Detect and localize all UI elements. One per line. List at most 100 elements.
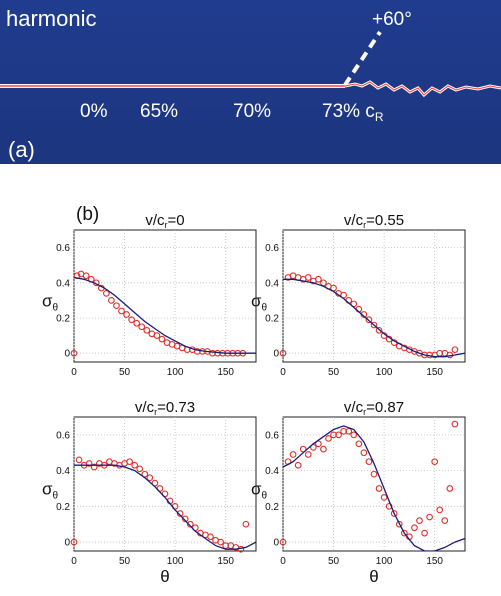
subplot-0: 0 50 100 150 0 0.2 0.4 0.6 v/cr=0 σθ — [42, 212, 257, 378]
y-tick-label: 0.6 — [56, 243, 70, 254]
subplot-title-base: v/c — [344, 399, 364, 416]
data-point — [176, 510, 184, 517]
subplot-frame — [282, 416, 466, 552]
panel-b-label: (b) — [76, 204, 99, 225]
subplot-title: v/cr=0.55 — [344, 212, 404, 230]
subplot-title-sub: r — [363, 220, 366, 230]
subplot-frame — [282, 229, 466, 363]
y-tick-label: 0 — [273, 349, 279, 360]
subplot-title-base: v/c — [344, 212, 364, 229]
y-tick-label: 0.4 — [265, 278, 279, 289]
y-tick-label: 0.6 — [265, 243, 279, 254]
data-point — [207, 533, 214, 541]
subplot-frame — [73, 416, 257, 552]
data-point — [113, 302, 120, 310]
y-tick-label: 0.2 — [56, 314, 70, 325]
y-axis-label-sub: θ — [52, 303, 58, 314]
y-tick-label: 0 — [64, 538, 70, 549]
data-point — [315, 275, 322, 283]
y-axis-label-base: σ — [251, 480, 262, 499]
data-point — [411, 524, 418, 532]
y-axis-label-base: σ — [251, 292, 262, 311]
y-tick-label: 0.6 — [56, 430, 70, 441]
data-point — [320, 445, 327, 453]
angle-label: +60° — [372, 9, 412, 30]
data-point — [304, 274, 312, 281]
x-tick-label: 50 — [328, 367, 340, 378]
data-point — [143, 326, 151, 334]
y-tick-label: 0.4 — [56, 278, 70, 289]
speed-label-73: 73% cR — [322, 101, 384, 124]
subplot-title-rest: =0 — [168, 212, 185, 229]
subplot-title-rest: =0.73 — [157, 399, 195, 416]
data-point — [82, 272, 90, 280]
x-tick-label: 0 — [71, 367, 77, 378]
data-point — [416, 517, 423, 524]
data-point — [138, 323, 146, 331]
x-tick-label: 50 — [328, 556, 340, 567]
data-point — [400, 529, 408, 537]
panel-a-image: harmonic +60° 0% 65% 70% 73% cR (a) — [0, 0, 501, 164]
y-axis-label: σθ — [42, 480, 59, 502]
y-tick-label: 0.4 — [265, 466, 279, 477]
model-curve — [283, 425, 465, 551]
x-tick-label: 50 — [119, 556, 131, 567]
data-point — [390, 510, 398, 517]
data-point — [345, 427, 353, 435]
subplot-title-base: v/c — [145, 212, 165, 229]
data-point — [118, 307, 125, 315]
y-axis-label-base: σ — [42, 480, 53, 499]
data-point — [365, 458, 373, 466]
data-point — [186, 520, 194, 528]
panel-a-background — [0, 0, 501, 164]
x-axis-label: θ — [369, 567, 378, 586]
y-tick-label: 0.2 — [265, 314, 279, 325]
subplot-1: 0 50 100 150 0 0.2 0.4 0.6 v/cr=0.55 σθ — [251, 212, 466, 378]
data-point — [103, 290, 110, 297]
data-point — [90, 463, 98, 471]
crack-line-wavy-core — [344, 81, 501, 96]
y-tick-label: 0.6 — [265, 430, 279, 441]
data-point — [123, 311, 130, 318]
data-point — [126, 458, 133, 466]
y-tick-label: 0 — [273, 538, 279, 549]
x-tick-label: 150 — [426, 367, 443, 378]
data-point — [217, 538, 224, 546]
subplot-title-base: v/c — [135, 399, 155, 416]
subplot-title-sub: r — [154, 407, 157, 417]
data-point — [395, 520, 403, 528]
y-axis-label-sub: θ — [261, 491, 267, 502]
data-point — [375, 326, 383, 334]
y-tick-label: 0.2 — [265, 502, 279, 513]
data-point — [279, 349, 287, 357]
data-point — [153, 332, 161, 339]
model-curve — [74, 276, 256, 354]
data-point — [131, 461, 139, 469]
panel-a-title: harmonic — [6, 6, 96, 31]
subplot-title-rest: =0.87 — [366, 399, 404, 416]
data-point — [370, 470, 378, 478]
data-point — [289, 451, 297, 458]
data-point — [426, 513, 433, 521]
subplot-title-sub: r — [363, 407, 366, 417]
data-point — [108, 297, 115, 304]
speed-label-65: 65% — [140, 101, 178, 122]
y-axis-label: σθ — [251, 480, 268, 502]
data-point — [85, 460, 93, 467]
subplot-title-sub: r — [165, 220, 168, 230]
subplot-frame — [73, 229, 257, 363]
y-axis-label-sub: θ — [261, 303, 267, 314]
x-axis-label: θ — [160, 567, 169, 586]
x-tick-label: 100 — [167, 367, 184, 378]
data-point — [294, 461, 302, 469]
x-tick-label: 0 — [71, 556, 77, 567]
data-point — [136, 465, 144, 473]
x-tick-label: 150 — [217, 556, 234, 567]
data-point — [279, 538, 287, 546]
data-point — [355, 440, 363, 448]
y-tick-label: 0.2 — [56, 502, 70, 513]
data-point — [133, 319, 141, 327]
subplot-title: v/cr=0 — [145, 212, 184, 230]
speed-label-subscript: R — [375, 110, 384, 124]
